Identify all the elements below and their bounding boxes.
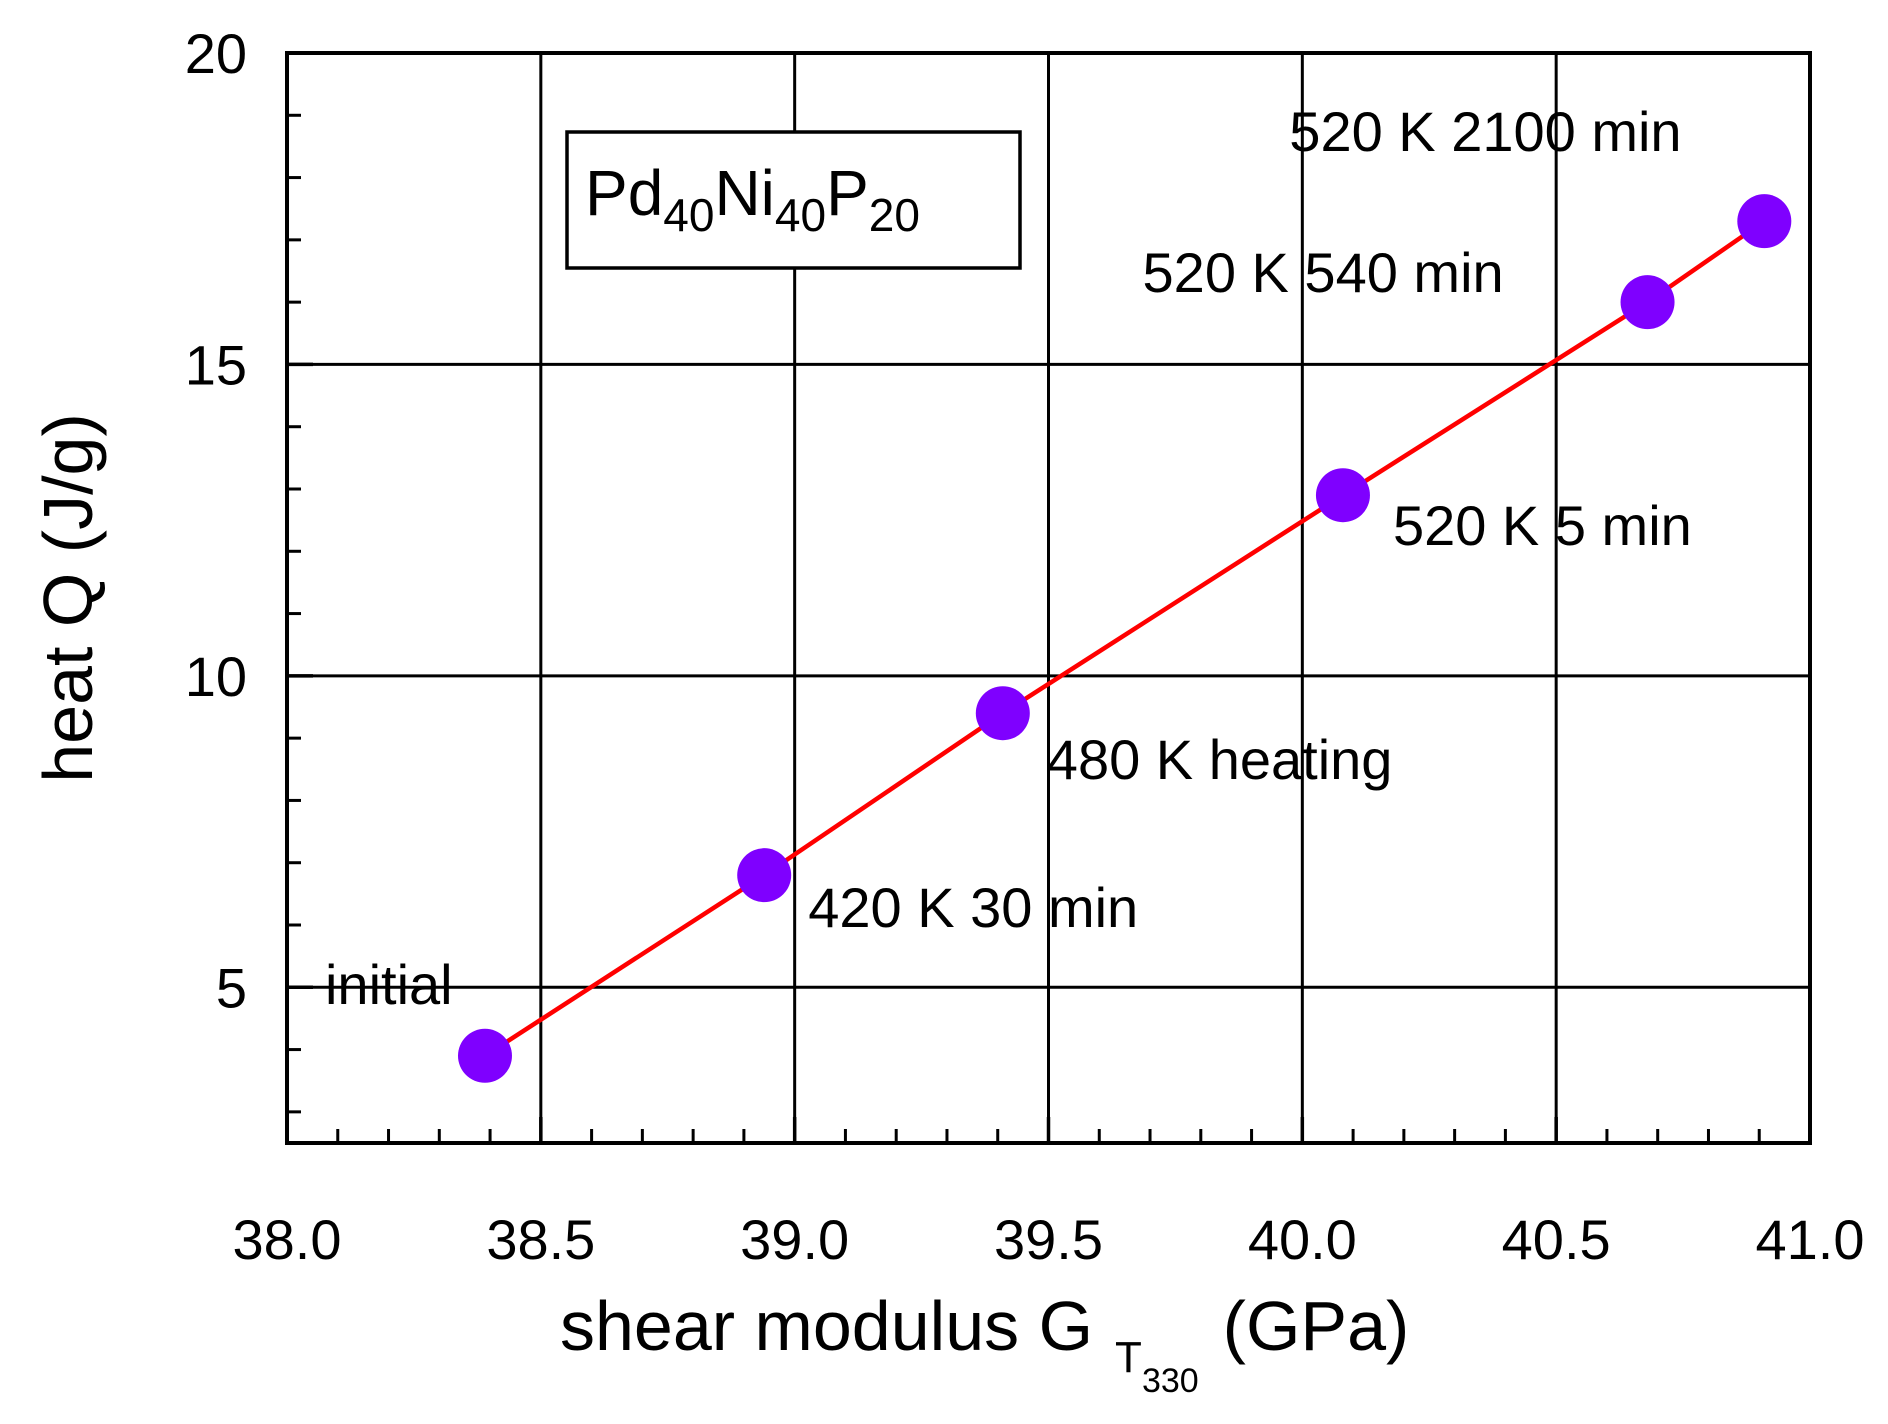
legend-element: Pd <box>585 157 663 229</box>
data-point-label: initial <box>325 953 453 1016</box>
x-axis-title-main: shear modulus G <box>560 1287 1093 1365</box>
composition-legend-box <box>565 130 1022 270</box>
x-tick-label: 39.0 <box>740 1208 849 1271</box>
data-point <box>975 686 1030 741</box>
legend-subscript: 40 <box>663 189 714 241</box>
y-tick-labels: 5 10 15 20 <box>185 22 247 1019</box>
axis-ticks <box>285 51 1812 1143</box>
y-axis-title: heat Q (J/g) <box>29 413 107 783</box>
x-tick-label: 38.5 <box>486 1208 595 1271</box>
x-axis-title: shear modulus G T330 (GPa) <box>560 1287 1409 1400</box>
data-point-label: 480 K heating <box>1047 728 1393 791</box>
data-point <box>1737 194 1792 249</box>
plot-frame <box>285 51 1812 1145</box>
y-tick-label: 5 <box>216 956 247 1019</box>
data-point <box>1315 468 1370 523</box>
data-point <box>457 1028 512 1083</box>
data-point <box>1620 275 1675 330</box>
legend-element: Ni <box>714 157 774 229</box>
y-tick-label: 15 <box>185 333 247 396</box>
data-point <box>737 848 792 903</box>
point-labels: initial 420 K 30 min 480 K heating 520 K 5 … <box>325 100 1692 1016</box>
data-point-label: 520 K 540 min <box>1143 241 1504 304</box>
x-tick-label: 40.0 <box>1248 1208 1357 1271</box>
x-tick-label: 41.0 <box>1756 1208 1865 1271</box>
y-tick-label: 20 <box>185 22 247 85</box>
y-tick-label: 10 <box>185 645 247 708</box>
data-point-label: 520 K 2100 min <box>1289 100 1681 163</box>
x-axis-title-subsub: 330 <box>1142 1362 1199 1400</box>
x-tick-labels: 38.0 38.5 39.0 39.5 40.0 40.5 41.0 <box>233 1208 1865 1271</box>
x-tick-label: 39.5 <box>994 1208 1103 1271</box>
composition-legend: Pd40Ni40P20 <box>565 130 1022 270</box>
x-tick-label: 38.0 <box>233 1208 342 1271</box>
x-axis-title-sub: T <box>1115 1333 1142 1382</box>
data-point-label: 420 K 30 min <box>808 876 1138 939</box>
data-point-label: 520 K 5 min <box>1393 494 1692 557</box>
x-axis-title-unit: (GPa) <box>1223 1287 1410 1365</box>
x-tick-label: 40.5 <box>1502 1208 1611 1271</box>
legend-subscript: 20 <box>869 189 920 241</box>
data-points <box>457 194 1792 1083</box>
legend-subscript: 40 <box>775 189 826 241</box>
grid-lines <box>287 53 1810 1143</box>
legend-element: P <box>826 157 869 229</box>
composition-legend-text: Pd40Ni40P20 <box>585 157 920 241</box>
